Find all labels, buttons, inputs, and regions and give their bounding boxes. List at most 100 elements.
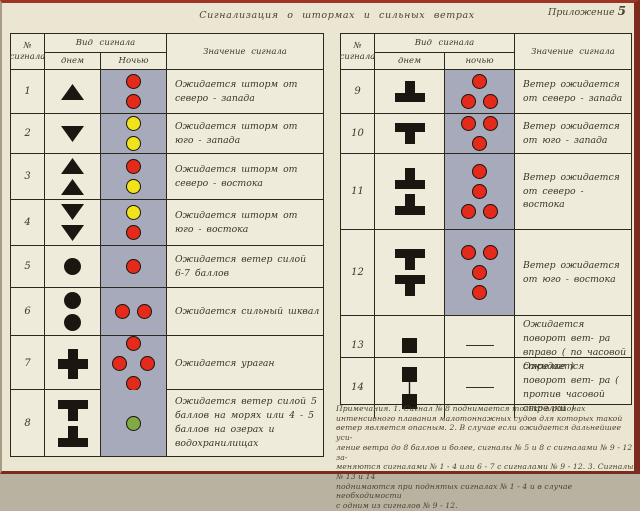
signal-light-yellow [126,116,141,131]
signal-light-green [126,415,141,431]
note-line: ление ветра до 8 баллов и более, сигналы… [336,442,633,462]
day-signal [375,230,445,315]
note-line: меняются сигналами № 1 - 4 или 6 - 7 с с… [336,462,634,482]
signal-light-yellow [126,205,141,220]
night-signal [101,288,167,335]
signal-row-8: 8 Ожидается ветер силой 5 баллов на морях… [11,390,323,456]
column-header-day: днем [45,53,101,69]
signal-light-red [483,245,498,260]
signal-light-red [126,74,141,89]
signal-meaning: Ожидается ураган [175,357,275,369]
tee-up-icon [394,81,425,102]
notes-block: Примечания. 1. Сигнал № 8 поднимается то… [336,404,636,511]
signal-light-red [472,164,487,179]
triangle-down-icon [61,204,84,220]
night-signal [101,114,167,153]
signal-number: 2 [11,114,45,153]
signal-light-yellow [126,136,141,151]
signal-number: 1 [11,70,45,113]
triangle-up-icon [61,179,84,195]
note-line: ветер является опасным. 2. В случае если… [336,423,622,443]
night-signal [445,114,515,153]
day-signal [375,70,445,113]
signal-row-1: 1 Ожидается шторм от северо - запада [11,70,323,114]
night-signal [445,70,515,113]
signal-row-12: 12 Ветер ожидается от юго - востока [341,230,631,316]
dash-icon [465,345,494,347]
column-header-signal-number: № сигнала [340,34,375,69]
signal-row-7: 7 Ожидается ураган [11,336,323,391]
triangle-down-icon [61,125,84,142]
note-line: Примечания. 1. Сигнал № 8 поднимается то… [336,404,586,413]
night-signal [101,336,167,391]
cross-icon [57,348,88,379]
triangle-up-icon [61,83,84,100]
tee-down-icon [394,275,425,296]
column-header-meaning: Значение сигнала [203,46,287,57]
signal-light-red [126,225,141,240]
triangle-up-icon [61,158,84,174]
signal-row-4: 4 Ожидается шторм от юго - востока [11,200,323,246]
signal-light-red [483,94,498,109]
signal-light-red [126,259,141,274]
storm-signals-table: № сигнала Вид сигнала днем Ночью Значени… [10,33,324,457]
signal-number: 4 [11,200,45,245]
signal-number: 11 [341,154,375,229]
day-signal [45,154,101,199]
signal-light-red [112,356,127,371]
signal-light-red [126,376,141,391]
appendix-label: Приложение 5 [548,4,626,18]
black-ball-icon [64,258,81,275]
signal-row-6: 6 Ожидается сильный шквал [11,288,323,336]
signal-number: 14 [341,358,375,418]
table-body: 9 Ветер ожидается от северо - запада 10 Вет… [341,70,631,418]
night-signal [101,200,167,245]
day-signal [375,316,445,376]
signal-row-10: 10 Ветер ожидается от юго - запада [341,114,631,154]
square-icon [402,338,417,354]
signal-row-5: 5 Ожидается ветер силой 6-7 баллов [11,246,323,288]
signal-number: 13 [341,316,375,376]
day-signal [375,154,445,229]
night-signal [101,390,167,456]
signal-number: 6 [11,288,45,335]
table-body: 1 Ожидается шторм от северо - запада 2 Ожид… [11,70,323,456]
signal-meaning: Ожидается ветер силой 5 баллов на морях … [175,396,317,449]
column-header-night: ночью [445,53,515,69]
signal-light-red [126,336,141,351]
signal-meaning: Ожидается шторм от северо - востока [175,163,298,189]
signal-light-red [472,184,487,199]
note-line: интенсивного плавания малотоннажных судо… [336,413,623,423]
day-signal [45,288,101,335]
signal-light-red [461,94,476,109]
signal-meaning: Ветер ожидается от северо - востока [523,171,620,211]
dash-icon [465,387,494,389]
signal-meaning: Ожидается шторм от юго - востока [175,209,298,235]
signal-number: 3 [11,154,45,199]
night-signal [101,246,167,287]
signal-row-3: 3 Ожидается шторм от северо - востока [11,154,323,200]
signal-light-red [115,304,130,319]
column-header-signal-view: Вид сигнала [375,34,515,53]
day-signal [45,114,101,153]
tee-down-icon [394,249,425,270]
signal-row-11: 11 Ветер ожидается от северо - востока [341,154,631,230]
night-signal [445,230,515,315]
signal-meaning: Ожидается сильный шквал [175,305,320,317]
wind-signals-table: № сигнала Вид сигнала днем ночью Значени… [340,33,632,418]
day-signal [375,114,445,153]
signal-light-yellow [126,179,141,194]
signal-meaning: Ветер ожидается от юго - востока [523,259,620,285]
signal-number: 5 [11,246,45,287]
signal-meaning: Ожидается шторм от северо - запада [175,78,298,104]
signal-light-red [461,204,476,219]
table-header: № сигнала Вид сигнала днем ночью Значени… [340,34,631,70]
signal-meaning: Ожидается поворот вет- ра ( против часов… [523,361,619,414]
signal-light-red [126,94,141,109]
night-signal [445,154,515,229]
table-header: № сигнала Вид сигнала днем Ночью Значени… [10,34,323,70]
tee-up-icon [57,425,88,447]
night-signal [445,358,515,418]
note-line: с одним из сигналов № 9 - 12. [336,501,458,511]
